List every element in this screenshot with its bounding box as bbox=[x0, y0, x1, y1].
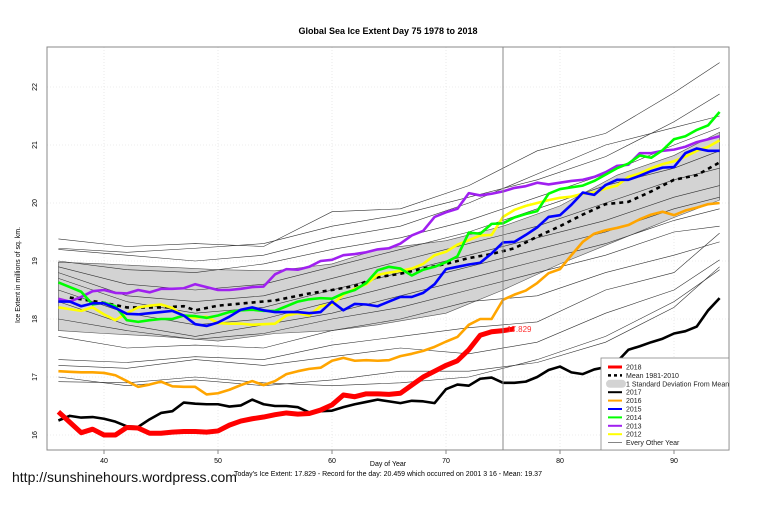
chart-footer: Today's Ice Extent: 17.829 - Record for … bbox=[234, 471, 542, 478]
series-line-2013 bbox=[58, 135, 720, 303]
legend-label: 2013 bbox=[626, 423, 642, 430]
site-url[interactable]: http://sunshinehours.wordpress.com bbox=[12, 469, 237, 485]
y-tick-label: 16 bbox=[32, 431, 39, 439]
y-tick-label: 21 bbox=[32, 141, 39, 149]
y-axis-label: Ice Extent in millions of sq. km. bbox=[15, 227, 22, 323]
current-value-label: 17.829 bbox=[507, 325, 532, 334]
series-line-2016 bbox=[58, 201, 720, 396]
other-year-line bbox=[58, 93, 720, 253]
legend-label: 2014 bbox=[626, 415, 642, 422]
other-year-line bbox=[58, 269, 720, 387]
other-year-line bbox=[58, 62, 720, 247]
y-tick-label: 18 bbox=[32, 315, 39, 323]
other-year-line bbox=[58, 167, 720, 302]
legend-label: 2017 bbox=[626, 390, 642, 397]
x-tick-label: 80 bbox=[556, 458, 564, 465]
x-tick-label: 50 bbox=[214, 458, 222, 465]
legend-label: 2018 bbox=[626, 365, 642, 372]
legend-label: Every Other Year bbox=[626, 440, 680, 447]
other-year-line bbox=[58, 266, 720, 387]
x-tick-label: 70 bbox=[442, 458, 450, 465]
series-line-2014 bbox=[57, 111, 721, 324]
other-year-line bbox=[58, 115, 720, 262]
legend-label: 2016 bbox=[626, 398, 642, 405]
other-year-line bbox=[58, 241, 720, 349]
legend-swatch-sd bbox=[606, 379, 626, 388]
other-year-line bbox=[58, 259, 720, 369]
legend-box bbox=[600, 357, 730, 451]
series-line-2018 bbox=[56, 326, 515, 438]
x-tick-label: 60 bbox=[328, 458, 336, 465]
sd-band bbox=[58, 131, 720, 342]
mean-line bbox=[69, 161, 721, 312]
x-tick-label: 90 bbox=[670, 458, 678, 465]
sd-band-area bbox=[58, 131, 720, 342]
y-tick-label: 17 bbox=[32, 373, 39, 381]
legend-label: 1 Standard Deviation From Mean bbox=[626, 381, 729, 388]
y-tick-label: 19 bbox=[32, 257, 39, 265]
legend-label: Mean 1981-2010 bbox=[626, 373, 679, 380]
chart-title: Global Sea Ice Extent Day 75 1978 to 201… bbox=[298, 26, 477, 36]
other-years-lines bbox=[58, 62, 720, 387]
y-tick-label: 22 bbox=[32, 83, 39, 91]
series-line-2015 bbox=[58, 147, 720, 328]
legend-label: 2012 bbox=[626, 432, 642, 439]
y-tick-label: 20 bbox=[32, 199, 39, 207]
series-line-2012 bbox=[58, 139, 721, 327]
mean-line-group bbox=[69, 161, 721, 312]
other-year-line bbox=[58, 232, 720, 363]
legend-label: 2015 bbox=[626, 407, 642, 414]
other-year-line bbox=[58, 225, 720, 340]
plot-frame bbox=[46, 46, 730, 451]
x-axis-label: Day of Year bbox=[370, 461, 407, 468]
axes: 40 50 60 70 80 90 16 17 18 19 20 21 22 bbox=[32, 46, 730, 465]
x-tick-label: 40 bbox=[100, 458, 108, 465]
